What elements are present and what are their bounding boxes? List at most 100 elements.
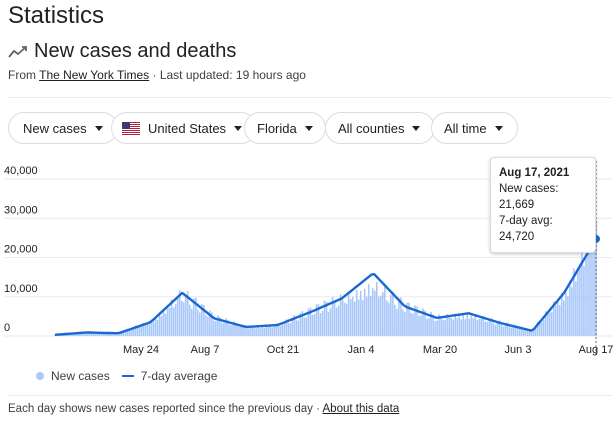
new-cases-bar <box>122 332 125 336</box>
new-cases-bar <box>498 320 501 336</box>
x-tick-label: Aug 17 <box>579 344 614 356</box>
new-cases-bar <box>92 333 95 336</box>
filter-metric-dropdown[interactable]: New cases <box>8 112 118 144</box>
y-tick-label: 40,000 <box>4 165 38 177</box>
new-cases-bar <box>472 318 475 336</box>
new-cases-bar <box>154 317 157 336</box>
footnote-separator: · <box>312 403 323 415</box>
new-cases-bar <box>269 324 271 336</box>
new-cases-bar <box>550 312 553 336</box>
new-cases-bar <box>408 302 410 336</box>
new-cases-bar <box>192 298 195 336</box>
new-cases-bar <box>217 315 219 336</box>
new-cases-bar <box>516 328 519 336</box>
us-flag-icon <box>122 121 140 135</box>
new-cases-bar <box>404 312 406 336</box>
new-cases-bar <box>273 326 276 336</box>
new-cases-bar <box>255 328 257 336</box>
new-cases-bar <box>283 322 286 336</box>
new-cases-bar <box>150 319 153 336</box>
new-cases-bar <box>170 299 173 336</box>
new-cases-bar <box>470 315 473 336</box>
y-tick-label: 30,000 <box>4 204 38 216</box>
new-cases-bar <box>243 326 245 336</box>
new-cases-bar <box>275 325 278 336</box>
new-cases-bar <box>468 318 471 336</box>
filter-country-dropdown[interactable]: United States <box>111 112 258 144</box>
avg-line <box>54 238 598 336</box>
new-cases-bar <box>361 300 364 336</box>
divider <box>8 97 612 98</box>
x-axis: May 24 Aug 7 Oct 21 Jan 4 Mar 20 Jun 3 A… <box>123 344 613 356</box>
tooltip-date: Aug 17, 2021 <box>499 167 570 179</box>
x-tick-label: Aug 7 <box>191 344 220 356</box>
new-cases-bar <box>287 322 290 336</box>
new-cases-bar <box>309 307 312 336</box>
about-data-link[interactable]: About this data <box>322 403 400 415</box>
new-cases-bar <box>128 328 131 336</box>
new-cases-bar <box>357 299 360 336</box>
new-cases-bar <box>591 250 593 336</box>
new-cases-bar <box>426 318 428 336</box>
new-cases-bar <box>237 326 239 336</box>
new-cases-bar <box>583 265 585 336</box>
new-cases-bar <box>420 315 422 336</box>
chart-tooltip: Aug 17, 2021 New cases: 21,669 7-day avg… <box>490 157 596 253</box>
footnote: Each day shows new cases reported since … <box>8 403 399 415</box>
new-cases-bar <box>184 294 187 336</box>
new-cases-bar <box>458 315 461 336</box>
new-cases-bar <box>229 325 231 336</box>
new-cases-bar <box>365 296 368 336</box>
source-link[interactable]: The New York Times <box>39 68 150 82</box>
new-cases-bar <box>456 318 459 336</box>
new-cases-bar <box>305 317 308 336</box>
new-cases-bar <box>402 309 404 336</box>
new-cases-bar <box>146 323 149 336</box>
new-cases-bar <box>172 307 175 336</box>
new-cases-bar <box>317 304 320 336</box>
new-cases-bar <box>136 326 139 336</box>
new-cases-bar <box>331 297 334 336</box>
new-cases-bar <box>349 299 352 336</box>
new-cases-bar <box>569 280 571 336</box>
new-cases-bar <box>410 312 412 336</box>
card-title: New cases and deaths <box>34 40 237 62</box>
new-cases-bar <box>301 311 304 336</box>
new-cases-bar <box>339 294 342 336</box>
new-cases-bar <box>297 320 300 336</box>
new-cases-bar <box>579 266 581 336</box>
new-cases-bar <box>442 319 444 336</box>
new-cases-bar <box>532 330 535 336</box>
new-cases-bar <box>482 315 485 336</box>
filter-time-range-dropdown[interactable]: All time <box>431 112 518 144</box>
new-cases-bar <box>82 333 84 336</box>
chevron-down-icon <box>234 125 243 131</box>
new-cases-bar <box>496 321 499 336</box>
new-cases-bar <box>369 295 372 336</box>
new-cases-bar <box>476 320 479 336</box>
new-cases-bar <box>291 317 294 336</box>
new-cases-bar <box>227 320 229 336</box>
new-cases-bar <box>289 323 292 336</box>
new-cases-bar <box>418 315 420 336</box>
new-cases-bar <box>76 333 78 336</box>
new-cases-bar <box>249 325 251 336</box>
new-cases-bar <box>223 322 225 336</box>
y-axis: 40,000 30,000 20,000 10,000 0 <box>4 165 38 334</box>
new-cases-bar <box>398 298 400 336</box>
filter-state-dropdown[interactable]: Florida <box>244 112 326 144</box>
new-cases-bar <box>245 327 247 336</box>
new-cases-bar <box>78 332 80 336</box>
x-tick-label: Jan 4 <box>348 344 375 356</box>
legend-avg: 7-day average <box>140 369 218 383</box>
chevron-down-icon <box>494 125 503 131</box>
new-cases-bar <box>438 314 440 336</box>
new-cases-bar <box>355 289 358 336</box>
new-cases-bar <box>337 305 340 336</box>
new-cases-bar <box>86 332 88 336</box>
new-cases-bar <box>581 246 583 336</box>
legend-new-cases: New cases <box>51 369 110 383</box>
filter-county-dropdown[interactable]: All counties <box>325 112 436 144</box>
y-tick-label: 10,000 <box>4 283 38 295</box>
cases-chart[interactable]: 40,000 30,000 20,000 10,000 0 May 24 Aug… <box>0 150 616 365</box>
